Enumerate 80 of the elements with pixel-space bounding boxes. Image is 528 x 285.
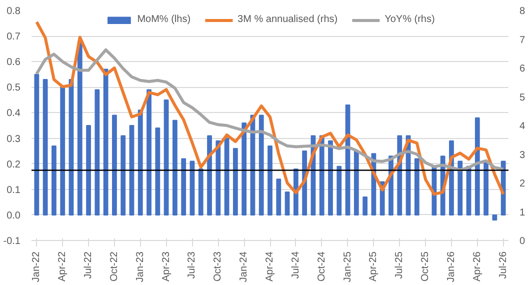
x-tick-label: Oct-25 bbox=[420, 251, 432, 282]
bar bbox=[414, 158, 420, 216]
bar bbox=[336, 166, 342, 216]
bar bbox=[146, 89, 152, 216]
x-tick-label: Oct-23 bbox=[212, 251, 224, 282]
y-tick-label: 0.7 bbox=[6, 32, 21, 43]
bar bbox=[474, 117, 480, 216]
y2-tick-label: 0 bbox=[520, 236, 526, 247]
y2-tick-label: 3 bbox=[520, 150, 526, 161]
bar bbox=[155, 128, 160, 216]
bar bbox=[52, 145, 56, 216]
x-tick-label: Oct-22 bbox=[108, 251, 120, 282]
y-tick-label: 0.0 bbox=[6, 210, 21, 222]
bar bbox=[77, 40, 82, 216]
bar bbox=[284, 191, 290, 216]
bar bbox=[268, 145, 272, 216]
y2-tick-label: 4 bbox=[520, 121, 526, 132]
bar bbox=[42, 79, 48, 216]
bar bbox=[224, 138, 230, 216]
bar bbox=[86, 125, 91, 216]
bar bbox=[258, 114, 264, 216]
bar bbox=[484, 160, 488, 216]
bar bbox=[129, 125, 134, 216]
bar bbox=[103, 68, 108, 216]
y2-tick-label: 5 bbox=[520, 92, 526, 104]
x-tick-label: Apr-23 bbox=[160, 251, 172, 282]
x-tick-label: Apr-22 bbox=[57, 251, 68, 282]
x-tick-label: Jul-22 bbox=[83, 251, 94, 279]
bar bbox=[112, 114, 117, 216]
bar bbox=[94, 89, 100, 216]
bar bbox=[276, 178, 282, 216]
y2-tick-label: 6 bbox=[520, 64, 526, 74]
legend-label: 3M % annualised (rhs) bbox=[238, 14, 338, 25]
bar bbox=[216, 140, 221, 216]
bar bbox=[362, 196, 368, 216]
bar bbox=[164, 99, 169, 216]
bar bbox=[172, 120, 178, 216]
x-tick-label: Oct-24 bbox=[316, 251, 328, 282]
y-tick-label: 0.3 bbox=[6, 134, 21, 145]
y2-tick-label: 8 bbox=[520, 6, 526, 17]
x-tick-label: Jul-26 bbox=[498, 251, 509, 279]
x-tick-label: Jan-26 bbox=[446, 251, 457, 282]
y-tick-label: 0.6 bbox=[6, 57, 21, 68]
bar bbox=[34, 74, 40, 216]
bar bbox=[181, 158, 186, 216]
bar bbox=[458, 160, 463, 216]
x-tick-label: Jul-23 bbox=[186, 251, 198, 279]
line-series bbox=[35, 48, 505, 172]
y-tick-label: -0.1 bbox=[3, 236, 21, 247]
bar bbox=[190, 160, 195, 216]
bar bbox=[328, 140, 333, 216]
y2-tick-label: 2 bbox=[520, 178, 526, 190]
bar bbox=[492, 214, 498, 221]
y-tick-label: 0.1 bbox=[6, 184, 21, 196]
y-tick-label: 0.8 bbox=[6, 6, 21, 17]
y2-tick-label: 1 bbox=[520, 207, 526, 218]
y-tick-label: 0.4 bbox=[6, 108, 21, 120]
bar bbox=[138, 110, 143, 216]
bar bbox=[500, 160, 506, 216]
x-tick-label: Jan-22 bbox=[31, 251, 42, 282]
x-tick-label: Apr-24 bbox=[264, 251, 276, 282]
bar bbox=[60, 86, 66, 216]
y2-tick-label: 7 bbox=[520, 34, 526, 46]
bar bbox=[198, 168, 204, 216]
x-tick-label: Jan-24 bbox=[238, 251, 250, 282]
legend-label: YoY% (rhs) bbox=[384, 14, 435, 25]
x-tick-label: Apr-26 bbox=[472, 251, 483, 282]
bar bbox=[354, 150, 359, 216]
y-tick-label: 0.5 bbox=[6, 82, 21, 94]
x-tick-label: Apr-25 bbox=[368, 251, 380, 282]
x-tick-label: Jul-25 bbox=[394, 251, 406, 279]
bar bbox=[232, 148, 238, 216]
x-tick-label: Jan-25 bbox=[342, 251, 354, 282]
y-tick-label: 0.2 bbox=[6, 159, 21, 170]
bar bbox=[120, 135, 126, 216]
bar bbox=[207, 135, 212, 216]
x-tick-label: Jan-23 bbox=[134, 251, 146, 282]
bar bbox=[242, 122, 247, 216]
x-tick-label: Jul-24 bbox=[290, 251, 302, 279]
legend-label: MoM% (lhs) bbox=[137, 14, 191, 25]
